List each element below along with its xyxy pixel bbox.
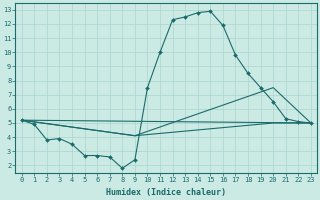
X-axis label: Humidex (Indice chaleur): Humidex (Indice chaleur) <box>106 188 226 197</box>
